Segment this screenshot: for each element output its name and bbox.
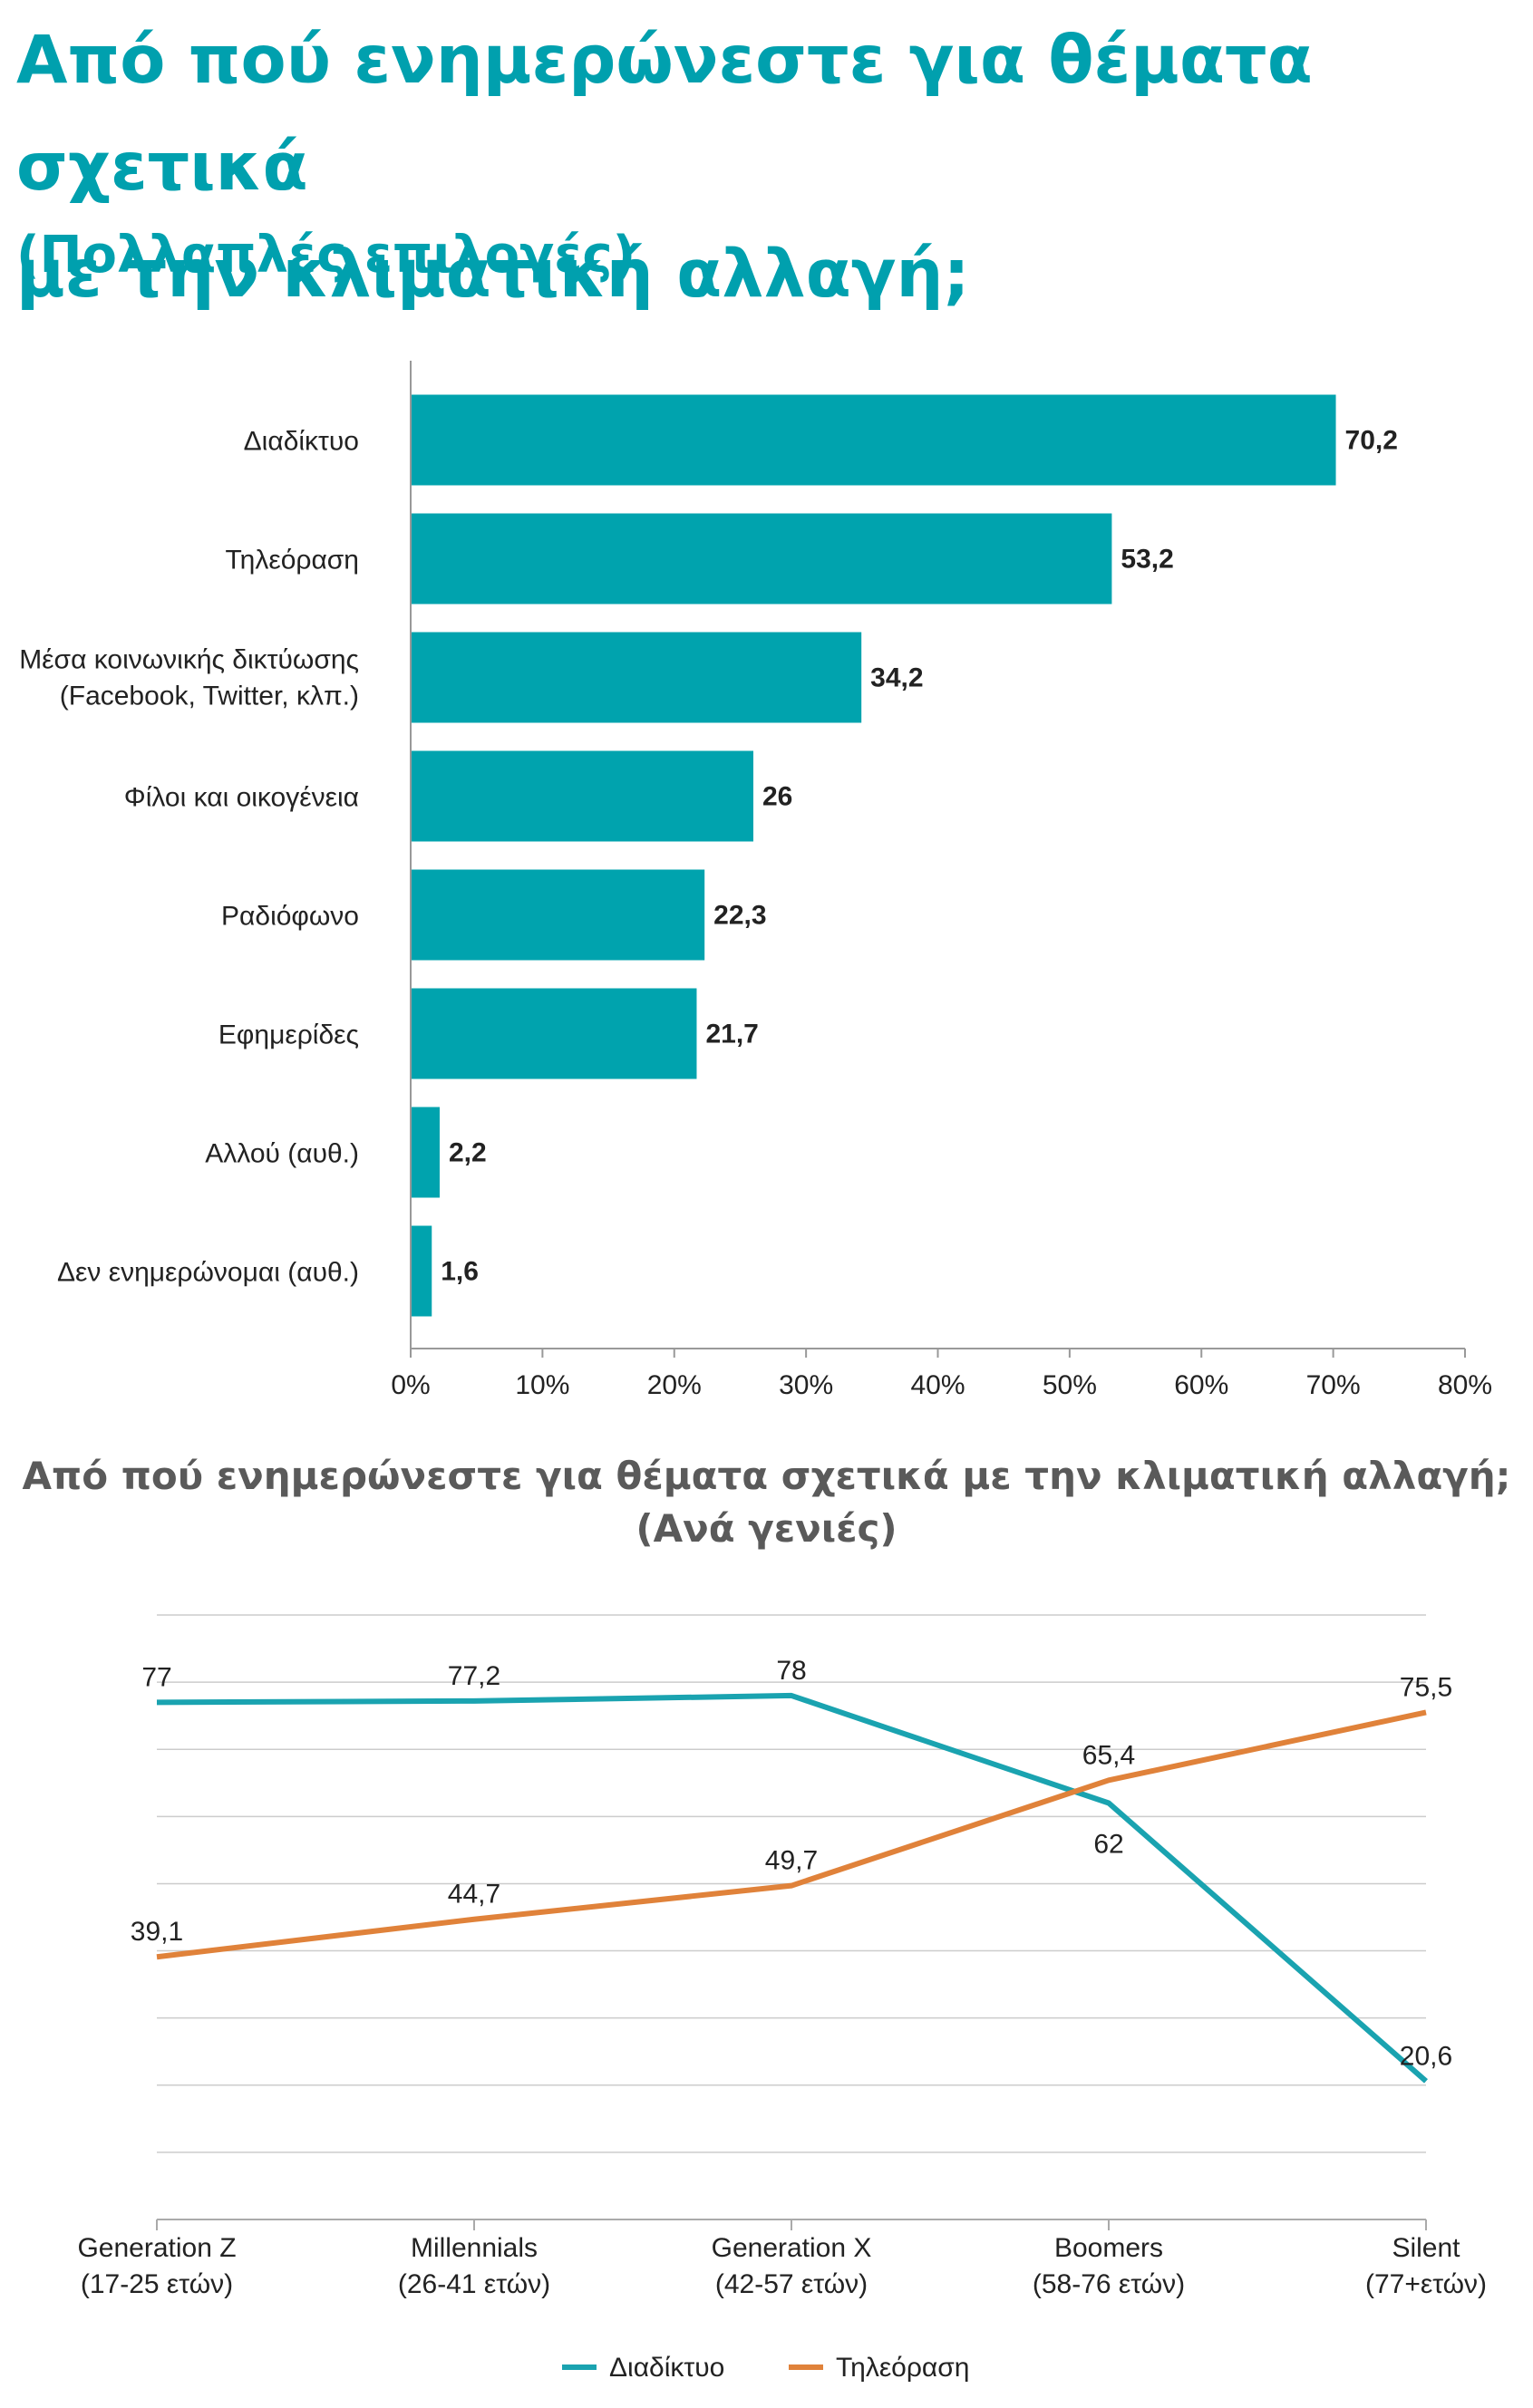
legend-label-0: Διαδίκτυο: [609, 2353, 724, 2383]
bar-category-label-5-0: Εφημερίδες: [218, 1020, 359, 1050]
line-x-label-1-0: Millennials: [411, 2233, 538, 2263]
bar-chart-plot: 70,2 Διαδίκτυο 53,2 Τηλεόραση 34,2 Μέσα κοινω…: [19, 361, 1492, 1400]
page-subtitle: (Πολλαπλές επιλογές): [16, 226, 636, 285]
bar-x-tick-label-5: 50%: [1043, 1370, 1097, 1400]
bar-category-label-7-0: Δεν ενημερώνομαι (αυθ.): [57, 1258, 359, 1288]
line-data-label-1-4: 75,5: [1400, 1672, 1452, 1702]
bar-3: [411, 750, 753, 842]
bar-category-label-3-0: Φίλοι και οικογένεια: [124, 783, 359, 813]
bar-x-tick-label-7: 70%: [1306, 1370, 1361, 1400]
bar-x-tick-label-3: 30%: [779, 1370, 833, 1400]
bar-x-tick-label-6: 60%: [1174, 1370, 1228, 1400]
line-data-label-1-1: 44,7: [448, 1880, 500, 1910]
bar-value-label-7: 1,6: [441, 1257, 479, 1287]
bar-7: [411, 1225, 432, 1317]
bar-0: [411, 394, 1336, 486]
title-line-2: με την κλιματική αλλαγή;: [16, 236, 970, 313]
line-data-label-0-0: 77: [141, 1662, 171, 1692]
bar-x-tick-label-4: 40%: [910, 1370, 965, 1400]
line-chart-title: Από πού ενημερώνεστε για θέματα σχετικά …: [0, 1450, 1533, 1555]
bar-category-label-2-1: (Facebook, Twitter, κλπ.): [60, 682, 359, 711]
legend-label-1: Τηλεόραση: [836, 2353, 969, 2383]
line-x-label-1-1: (26-41 ετών): [398, 2269, 550, 2299]
bar-x-tick-label-8: 80%: [1438, 1370, 1492, 1400]
bar-value-label-3: 26: [762, 782, 792, 812]
bar-category-label-6-0: Αλλού (αυθ.): [205, 1139, 359, 1169]
line-data-label-0-1: 77,2: [448, 1661, 500, 1691]
bar-value-label-2: 34,2: [870, 663, 923, 693]
bar-chart: 70,2 Διαδίκτυο 53,2 Τηλεόραση 34,2 Μέσα κοινω…: [19, 361, 1492, 1400]
bar-1: [411, 513, 1112, 604]
line-x-label-0-1: (17-25 ετών): [81, 2269, 233, 2299]
title-line-1: Από πού ενημερώνεστε για θέματα σχετικά: [16, 22, 1313, 206]
line-x-label-3-0: Boomers: [1054, 2233, 1163, 2263]
line-series-1: [156, 1709, 1427, 1960]
bar-x-tick-label-0: 0%: [391, 1370, 430, 1400]
bar-value-label-4: 22,3: [713, 901, 766, 931]
line-data-label-1-2: 49,7: [765, 1846, 818, 1876]
page-title: Από πού ενημερώνεστε για θέματα σχετικά …: [16, 7, 1521, 328]
bar-x-tick-label-2: 20%: [647, 1370, 702, 1400]
bar-value-label-1: 53,2: [1121, 545, 1173, 575]
line-chart-title-line-1: Από πού ενημερώνεστε για θέματα σχετικά …: [22, 1454, 1511, 1498]
bar-6: [411, 1107, 440, 1198]
line-chart-title-line-2: (Ανά γενιές): [636, 1506, 897, 1551]
bar-category-label-1-0: Τηλεόραση: [226, 546, 359, 575]
bar-category-label-4-0: Ραδιόφωνο: [221, 902, 359, 932]
bar-4: [411, 869, 705, 961]
bar-value-label-5: 21,7: [705, 1020, 758, 1049]
bar-value-label-0: 70,2: [1345, 426, 1398, 456]
line-chart-plot: Generation Z (17-25 ετών) Millennials (26-4…: [77, 1614, 1487, 2383]
line-x-label-3-1: (58-76 ετών): [1033, 2269, 1185, 2299]
bar-5: [411, 988, 697, 1079]
bar-2: [411, 632, 862, 723]
line-series-0: [156, 1692, 1428, 2084]
bar-value-label-6: 2,2: [449, 1138, 487, 1168]
line-x-label-2-0: Generation X: [712, 2233, 872, 2263]
bar-x-tick-label-1: 10%: [515, 1370, 569, 1400]
line-x-label-2-1: (42-57 ετών): [715, 2269, 868, 2299]
bar-category-label-2-0: Μέσα κοινωνικής δικτύωσης: [19, 645, 359, 675]
line-x-label-0-0: Generation Z: [77, 2233, 236, 2263]
line-data-label-0-2: 78: [776, 1656, 806, 1686]
line-x-label-4-1: (77+ετών): [1365, 2269, 1487, 2299]
line-data-label-1-3: 65,4: [1082, 1740, 1135, 1770]
bar-category-label-0-0: Διαδίκτυο: [244, 427, 359, 457]
line-x-label-4-0: Silent: [1392, 2233, 1460, 2263]
line-data-label-1-0: 39,1: [131, 1917, 183, 1947]
line-data-label-0-4: 20,6: [1400, 2041, 1452, 2071]
line-data-label-0-3: 62: [1093, 1830, 1123, 1860]
